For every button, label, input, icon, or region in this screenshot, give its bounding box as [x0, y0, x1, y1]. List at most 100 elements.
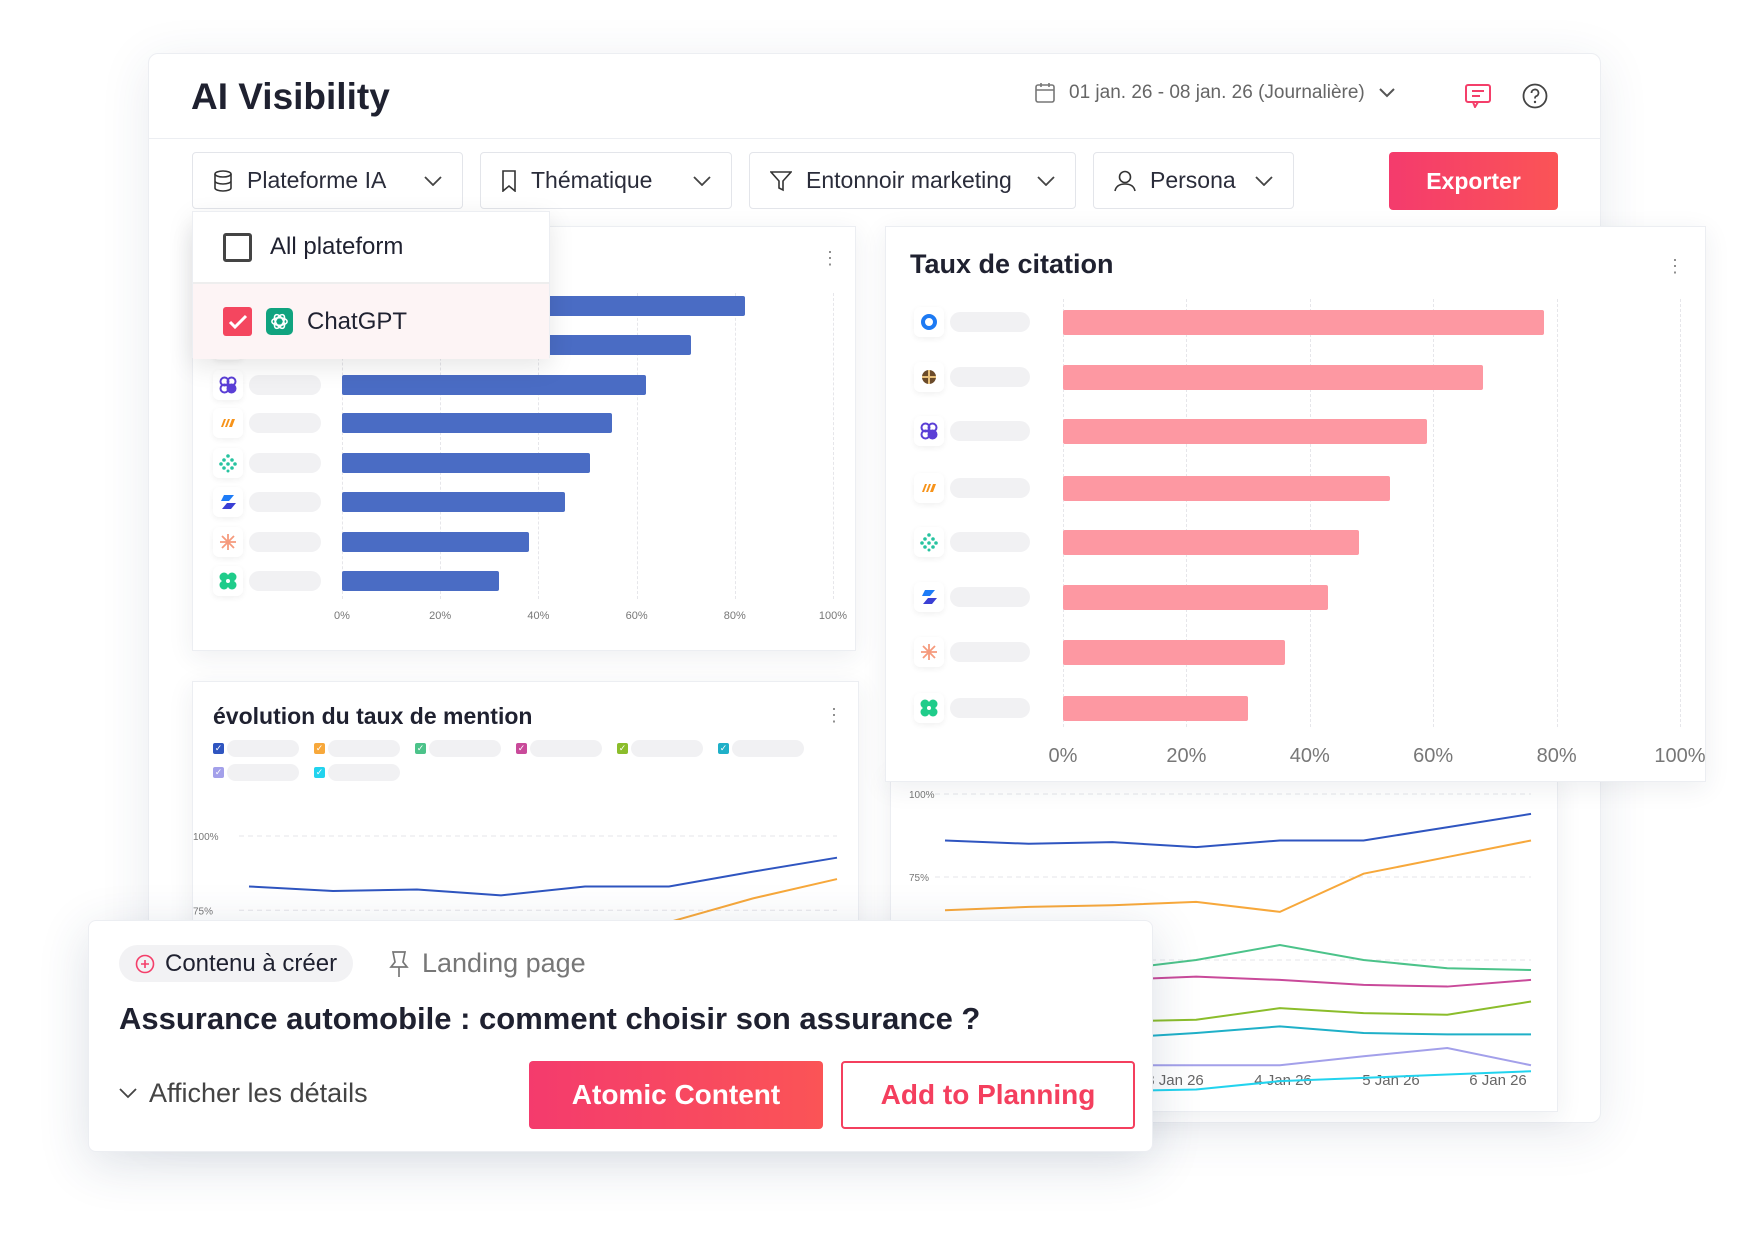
chevron-down-icon [1379, 88, 1395, 98]
legend-checkbox[interactable]: ✓ [516, 743, 527, 754]
checkbox-unchecked[interactable] [223, 232, 252, 262]
platform-name-placeholder [950, 698, 1030, 718]
dropdown-item-label: ChatGPT [307, 307, 408, 335]
content-title: Assurance automobile : comment choisir s… [119, 1001, 981, 1036]
mistral-icon [914, 473, 944, 503]
bar[interactable] [342, 492, 566, 512]
gridline [734, 293, 736, 599]
platform-dropdown: All plateform ChatGPT [192, 211, 550, 359]
legend-checkbox[interactable]: ✓ [314, 743, 325, 754]
filter-label: Plateforme IA [247, 167, 387, 193]
series-line [944, 812, 1532, 849]
x-tick-label: 60% [1413, 745, 1454, 767]
legend-label-placeholder [631, 740, 703, 757]
x-tick-label: 60% [625, 610, 648, 622]
bar[interactable] [342, 413, 613, 433]
database-icon [214, 169, 232, 192]
header-divider [149, 138, 1600, 139]
date-range-text: 01 jan. 26 - 08 jan. 26 (Journalière) [1069, 82, 1365, 103]
gridline [538, 293, 540, 599]
gridline [1063, 299, 1064, 727]
claude-asterisk-icon [213, 527, 243, 557]
legend-checkbox[interactable]: ✓ [314, 767, 325, 778]
filter-label: Persona [1150, 167, 1236, 193]
comment-icon[interactable] [1465, 84, 1491, 108]
gridline [636, 293, 638, 599]
bar[interactable] [342, 571, 500, 591]
bar[interactable] [342, 532, 529, 552]
platform-name-placeholder [249, 532, 321, 552]
filter-entonnoir-marketing[interactable]: Entonnoir marketing [749, 152, 1076, 209]
claude-asterisk-icon [914, 637, 944, 667]
bar[interactable] [1063, 418, 1428, 444]
legend-label-placeholder [429, 740, 501, 757]
legend-checkbox[interactable]: ✓ [213, 767, 224, 778]
bar[interactable] [342, 453, 590, 473]
legend-label-placeholder [732, 740, 804, 757]
legend-checkbox[interactable]: ✓ [617, 743, 628, 754]
bar[interactable] [1063, 364, 1483, 390]
legend-checkbox[interactable]: ✓ [213, 743, 224, 754]
x-tick-label: 40% [527, 610, 550, 622]
atomic-content-button[interactable]: Atomic Content [529, 1061, 823, 1129]
add-to-planning-button[interactable]: Add to Planning [841, 1061, 1135, 1129]
gridline [342, 293, 343, 599]
legend-checkbox[interactable]: ✓ [718, 743, 729, 754]
deepseek-dots-icon [213, 448, 243, 478]
bar[interactable] [1063, 639, 1286, 665]
chevron-down-icon [1037, 175, 1055, 186]
bar[interactable] [1063, 309, 1545, 335]
more-options-icon[interactable]: ⋮ [825, 705, 843, 725]
export-button[interactable]: Exporter [1389, 152, 1558, 210]
series-line [248, 856, 838, 897]
legend-label-placeholder [328, 764, 400, 781]
platform-name-placeholder [950, 642, 1030, 662]
bar[interactable] [1063, 475, 1390, 501]
checkbox-checked[interactable] [223, 307, 252, 336]
platform-name-placeholder [950, 532, 1030, 552]
filter-plateforme-ia[interactable]: Plateforme IA [192, 152, 463, 209]
mistral-icon [213, 408, 243, 438]
user-icon [1114, 170, 1136, 191]
legend-checkbox[interactable]: ✓ [415, 743, 426, 754]
x-tick-label: 100% [1654, 745, 1706, 767]
bar[interactable] [1063, 529, 1360, 555]
y-tick-label: 100% [193, 832, 219, 843]
date-range-picker[interactable]: 01 jan. 26 - 08 jan. 26 (Journalière) [1035, 82, 1395, 104]
flower-icon [213, 370, 243, 400]
filter-thematique[interactable]: Thématique [480, 152, 732, 209]
clover-icon [213, 566, 243, 596]
platform-name-placeholder [950, 587, 1030, 607]
bar[interactable] [1063, 584, 1329, 610]
show-details-toggle[interactable]: Afficher les détails [119, 1078, 368, 1109]
dropdown-item-all-plateform[interactable]: All plateform [193, 212, 549, 282]
content-suggestion-popup: Contenu à créer Landing page Assurance a… [88, 920, 1153, 1152]
y-tick-label: 75% [193, 906, 213, 917]
more-options-icon[interactable]: ⋮ [821, 248, 839, 268]
bar[interactable] [1063, 695, 1249, 721]
bar[interactable] [342, 375, 647, 395]
evolution-chart-title: évolution du taux de mention [213, 703, 533, 729]
help-icon[interactable] [1522, 83, 1548, 109]
x-tick-label: 0% [1048, 745, 1078, 767]
plus-circle-icon [135, 954, 155, 973]
chevron-down-icon [424, 175, 442, 186]
gridline [833, 293, 834, 599]
x-tick-label: 40% [1289, 745, 1330, 767]
filter-persona[interactable]: Persona [1093, 152, 1294, 209]
content-type-label: Landing page [422, 948, 586, 978]
gridline [440, 293, 442, 599]
platform-name-placeholder [249, 453, 321, 473]
deepseek-dots-icon [914, 527, 944, 557]
y-tick-label: 75% [909, 873, 929, 884]
x-tick-label: 6 Jan 26 [1469, 1072, 1527, 1089]
content-status-badge: Contenu à créer [119, 945, 354, 982]
more-options-icon[interactable]: ⋮ [1666, 256, 1684, 276]
copilot-ring-icon [914, 307, 944, 337]
x-tick-label: 80% [1536, 745, 1577, 767]
x-tick-label: 100% [818, 610, 848, 622]
gridline [1433, 299, 1435, 727]
dropdown-item-chatgpt[interactable]: ChatGPT [193, 282, 549, 359]
platform-name-placeholder [950, 312, 1030, 332]
gemini-bolt-icon [914, 582, 944, 612]
